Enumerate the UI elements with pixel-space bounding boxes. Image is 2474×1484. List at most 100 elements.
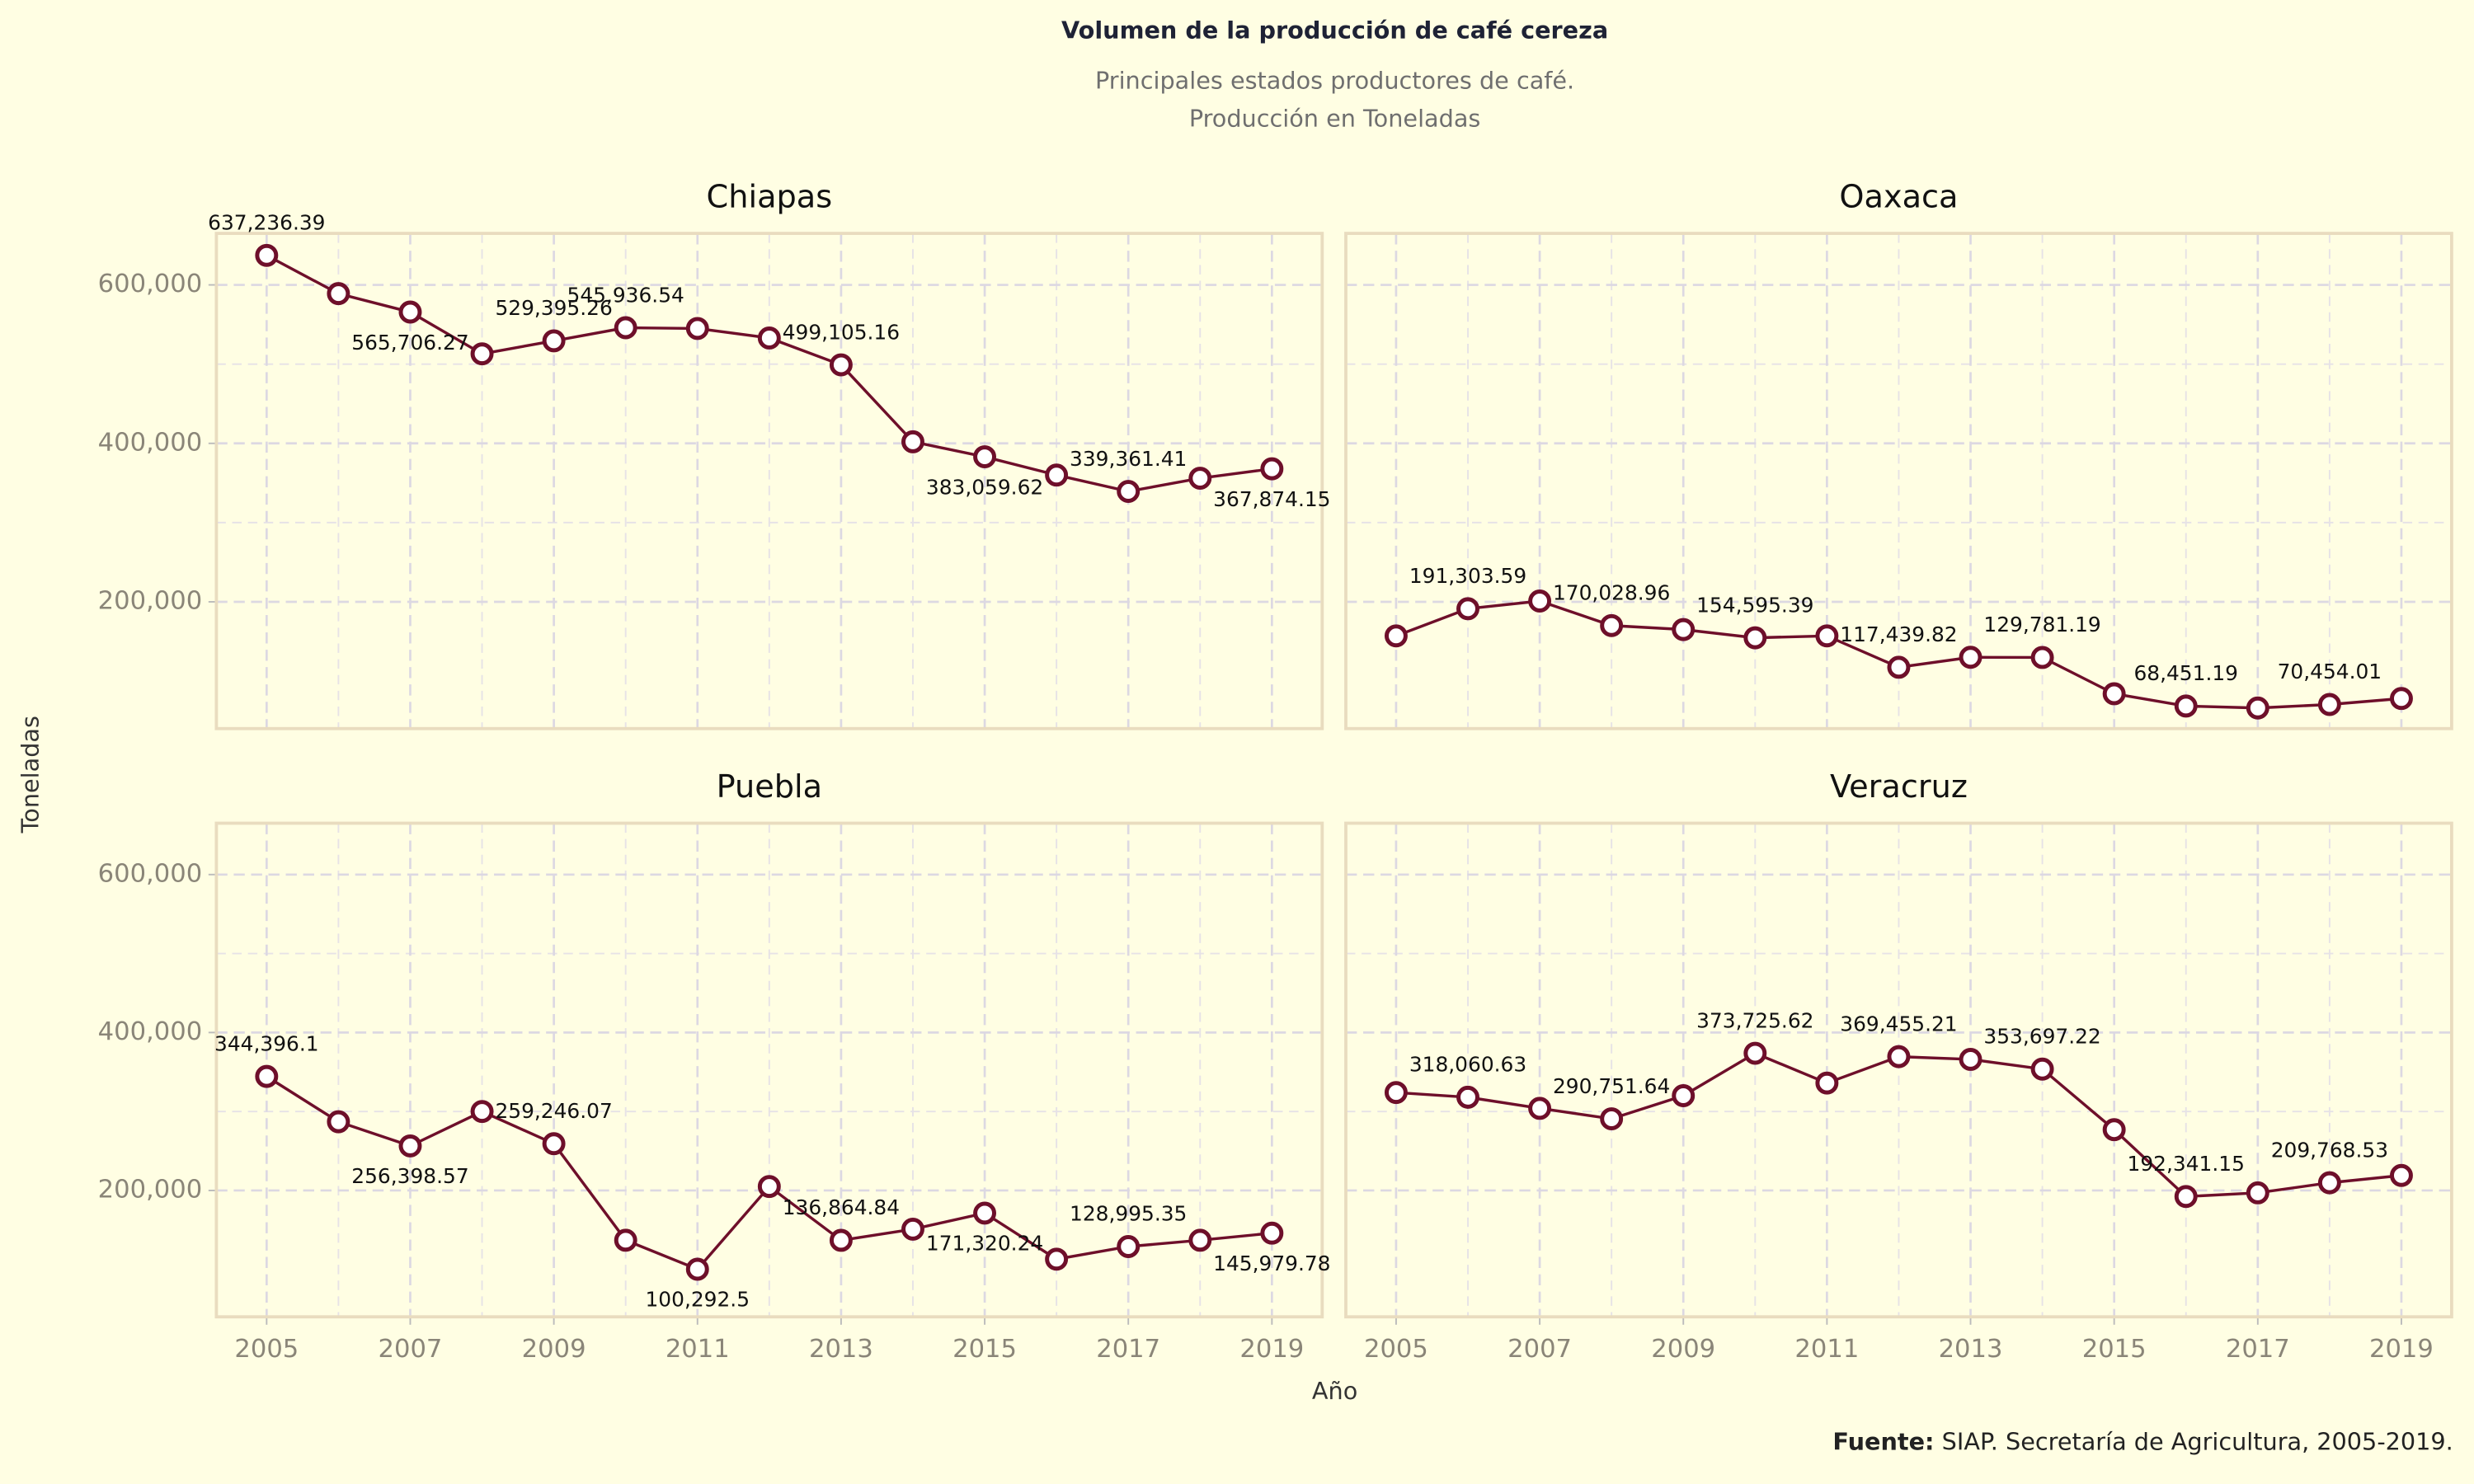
data-point: [2317, 693, 2341, 716]
x-tick-label: 2015: [2082, 1335, 2147, 1364]
data-label: 529,395.26: [495, 296, 612, 320]
data-point: [1672, 618, 1696, 641]
data-point: [614, 1228, 637, 1252]
data-point: [1188, 467, 1212, 491]
x-tick-label: 2013: [1939, 1335, 2003, 1364]
data-label: 256,398.57: [351, 1164, 468, 1188]
data-label: 499,105.16: [783, 320, 900, 344]
chart-title: Volumen de la producción de café cereza: [1061, 16, 1608, 44]
data-point: [1456, 597, 1479, 621]
data-point: [757, 1175, 781, 1199]
data-point: [2246, 696, 2269, 720]
y-tick-label: 200,000: [98, 1175, 203, 1204]
y-tick-label: 200,000: [98, 586, 203, 615]
data-label: 192,341.15: [2128, 1152, 2245, 1176]
data-point: [255, 1064, 279, 1088]
data-label: 129,781.19: [1983, 613, 2100, 636]
data-label: 637,236.39: [208, 211, 325, 235]
facet-title: Oaxaca: [1839, 179, 1958, 216]
data-point: [327, 1110, 350, 1134]
y-axis-label: Toneladas: [16, 716, 45, 834]
data-point: [973, 445, 997, 469]
data-point: [2030, 646, 2054, 669]
data-point: [1815, 1071, 1839, 1095]
data-point: [1456, 1085, 1479, 1109]
data-point: [542, 1132, 566, 1156]
data-point: [1887, 655, 1911, 679]
data-point: [1672, 1084, 1696, 1107]
x-tick-label: 2007: [379, 1335, 443, 1364]
data-label: 128,995.35: [1070, 1202, 1187, 1226]
data-point: [470, 1100, 494, 1124]
x-tick-label: 2019: [2369, 1335, 2434, 1364]
data-label: 565,706.27: [351, 331, 468, 355]
panel-border: [214, 232, 1324, 730]
data-label: 117,439.82: [1840, 622, 1957, 646]
data-label: 70,454.01: [2278, 660, 2382, 683]
x-tick-label: 2015: [952, 1335, 1017, 1364]
x-tick-label: 2019: [1239, 1335, 1304, 1364]
data-point: [757, 326, 781, 350]
data-label: 369,455.21: [1840, 1012, 1957, 1036]
data-point: [1600, 1107, 1624, 1130]
facet-title: Puebla: [717, 768, 823, 805]
panel-border: [1344, 821, 2453, 1319]
data-label: 545,936.54: [567, 283, 684, 307]
data-label: 353,697.22: [1983, 1024, 2100, 1048]
data-point: [2246, 1181, 2269, 1205]
data-point: [398, 1134, 422, 1158]
data-point: [1959, 1047, 1982, 1071]
x-tick-label: 2011: [666, 1335, 730, 1364]
data-point: [973, 1201, 997, 1225]
data-label: 145,979.78: [1213, 1252, 1330, 1275]
data-point: [255, 243, 279, 267]
data-point: [1743, 1041, 1767, 1065]
data-label: 383,059.62: [926, 475, 1043, 499]
data-point: [398, 300, 422, 324]
data-label: 373,725.62: [1696, 1008, 1813, 1032]
data-point: [1384, 1081, 1408, 1105]
data-point: [1045, 463, 1069, 487]
data-point: [2174, 694, 2198, 718]
data-point: [1528, 1097, 1552, 1120]
data-label: 136,864.84: [783, 1195, 900, 1219]
x-tick-label: 2007: [1507, 1335, 1572, 1364]
source-label: Fuente:: [1832, 1427, 1934, 1455]
data-point: [829, 353, 853, 377]
x-tick-label: 2009: [522, 1335, 586, 1364]
y-tick-label: 600,000: [98, 859, 203, 888]
y-tick-label: 600,000: [98, 270, 203, 298]
data-point: [2174, 1185, 2198, 1209]
data-point: [1959, 646, 1982, 669]
panel-border: [1344, 232, 2453, 730]
subtitle: Principales estados productores de café.: [1095, 66, 1574, 94]
data-point: [2389, 1163, 2413, 1187]
x-tick-label: 2009: [1651, 1335, 1715, 1364]
x-tick-label: 2011: [1794, 1335, 1859, 1364]
panel-border: [214, 821, 1324, 1319]
data-label: 100,292.5: [645, 1288, 750, 1312]
data-point: [1815, 624, 1839, 648]
source-text: SIAP. Secretaría de Agricultura, 2005-20…: [1942, 1427, 2453, 1455]
facet-title: Veracruz: [1830, 768, 1968, 805]
x-tick-label: 2005: [234, 1335, 299, 1364]
facet-title: Chiapas: [707, 179, 833, 216]
data-point: [327, 282, 350, 306]
data-label: 170,028.96: [1553, 581, 1670, 605]
data-label: 191,303.59: [1409, 564, 1526, 588]
subtitle: Producción en Toneladas: [1189, 104, 1481, 132]
data-label: 209,768.53: [2271, 1138, 2388, 1162]
data-point: [901, 1217, 924, 1241]
data-label: 367,874.15: [1213, 487, 1330, 511]
y-tick-label: 400,000: [98, 1017, 203, 1046]
data-point: [542, 329, 566, 353]
data-label: 339,361.41: [1070, 447, 1187, 471]
x-tick-label: 2013: [809, 1335, 873, 1364]
data-point: [829, 1228, 853, 1252]
data-point: [614, 316, 637, 340]
data-point: [1743, 626, 1767, 650]
x-tick-label: 2005: [1364, 1335, 1428, 1364]
data-label: 318,060.63: [1409, 1053, 1526, 1077]
